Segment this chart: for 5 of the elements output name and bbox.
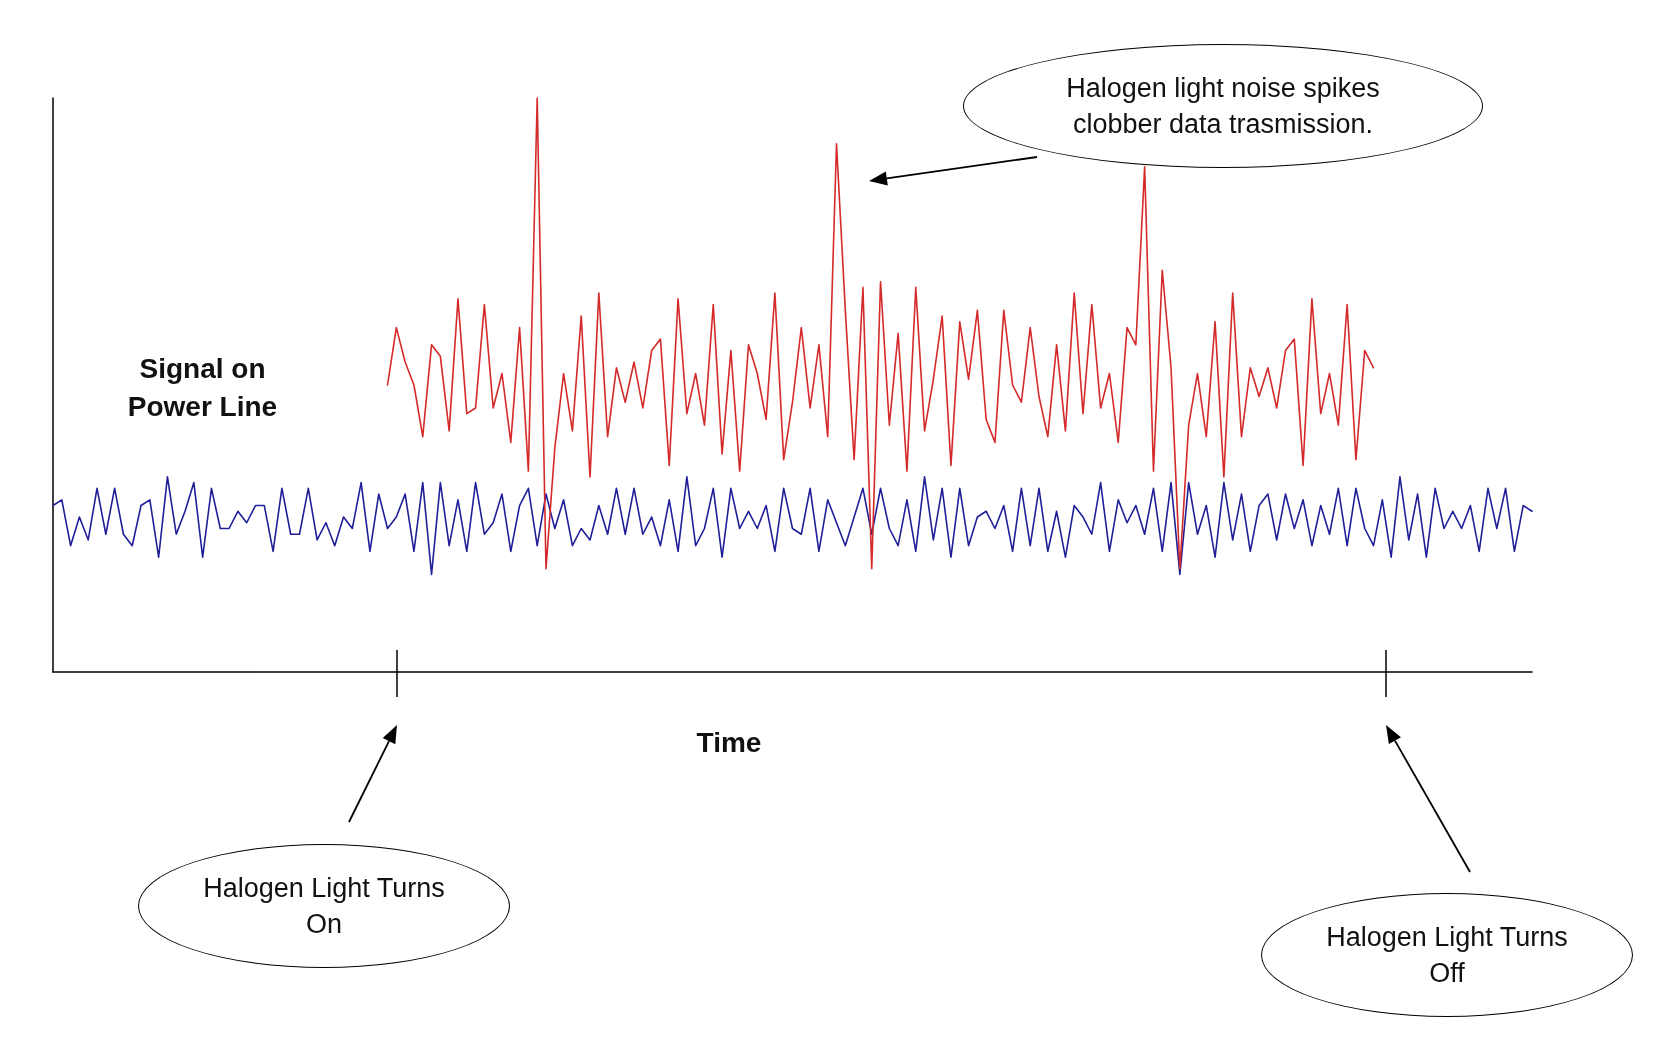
y-axis-title: Signal on Power Line xyxy=(126,352,279,424)
callout-ellipse: Halogen Light Turns On xyxy=(138,844,510,968)
x-axis-title: Time xyxy=(695,726,763,760)
callout-ellipse: Halogen light noise spikes clobber data trasmission. xyxy=(963,44,1483,168)
callout-ellipse: Halogen Light Turns Off xyxy=(1261,893,1633,1017)
